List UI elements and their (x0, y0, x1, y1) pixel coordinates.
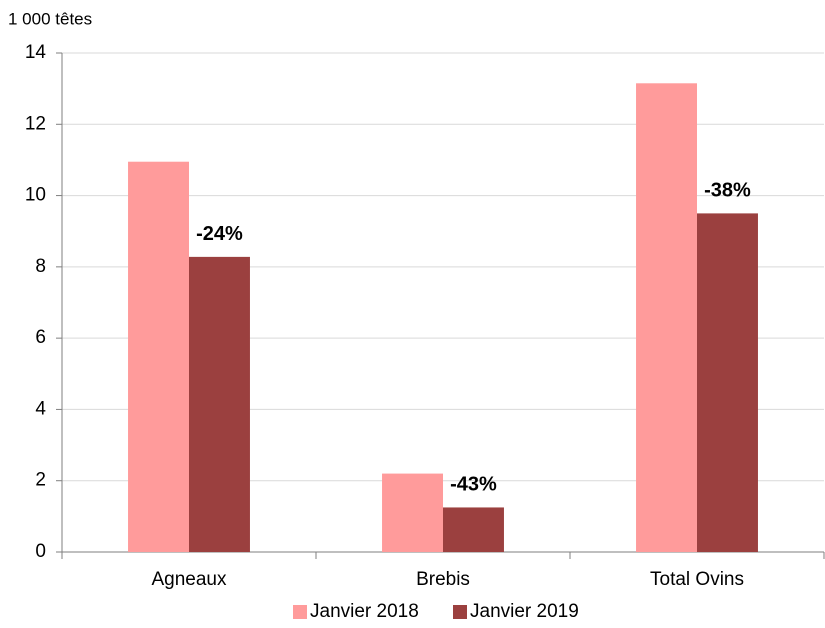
bar (443, 507, 504, 552)
y-tick-label: 8 (35, 256, 46, 277)
legend-label: Janvier 2018 (310, 601, 419, 622)
y-tick-label: 4 (35, 398, 46, 419)
y-tick-label: 2 (35, 470, 46, 491)
bar (636, 83, 697, 553)
y-axis-label: 1 000 têtes (8, 9, 92, 28)
bar (697, 213, 758, 552)
x-tick-label: Agneaux (151, 569, 227, 590)
legend-swatch (293, 605, 307, 619)
x-tick-label: Brebis (416, 569, 470, 590)
y-tick-label: 0 (35, 541, 46, 562)
y-tick-label: 12 (25, 113, 46, 134)
bar (382, 473, 443, 552)
y-tick-label: 10 (25, 185, 46, 206)
annotation: -43% (450, 474, 497, 496)
bar (189, 256, 250, 552)
bar (128, 161, 189, 553)
annotation: -38% (704, 180, 751, 202)
legend-label: Janvier 2019 (470, 601, 579, 622)
legend-swatch (453, 605, 467, 619)
y-tick-label: 6 (35, 327, 46, 348)
annotation: -24% (196, 223, 243, 245)
x-tick-label: Total Ovins (650, 569, 744, 590)
y-tick-label: 14 (25, 42, 47, 63)
